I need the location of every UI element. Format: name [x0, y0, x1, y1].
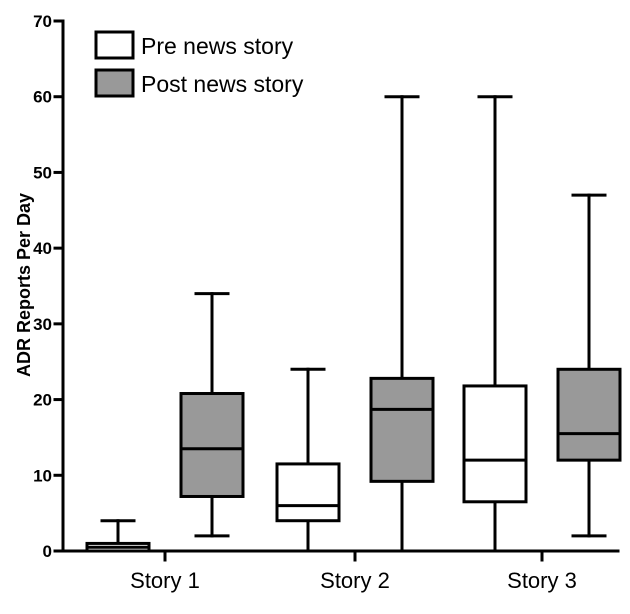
x-tick-label-0: Story 1 — [130, 568, 200, 593]
legend-item-post: Post news story — [94, 68, 304, 98]
box-post-story-3 — [556, 193, 622, 538]
y-tick-label-20: 20 — [33, 391, 52, 410]
legend-swatch — [94, 30, 135, 60]
legend-item-pre: Pre news story — [94, 30, 294, 60]
y-tick-label-60: 60 — [33, 88, 52, 107]
box-body — [462, 384, 528, 504]
y-tick-label-10: 10 — [33, 466, 52, 485]
box-post-story-1 — [179, 292, 245, 538]
y-tick-label-50: 50 — [33, 163, 52, 182]
x-tick-label-1: Story 2 — [320, 568, 390, 593]
y-tick-label-40: 40 — [33, 239, 52, 258]
box-body — [556, 367, 622, 462]
box-pre-story-2 — [275, 367, 341, 553]
box-body — [275, 462, 341, 523]
box-pre-story-1 — [85, 519, 151, 553]
legend-label: Pre news story — [141, 33, 294, 59]
y-tick-label-0: 0 — [43, 542, 52, 561]
legend-swatch — [94, 68, 135, 98]
box-post-story-2 — [369, 95, 435, 553]
x-tick-label-2: Story 3 — [507, 568, 577, 593]
legend-label: Post news story — [141, 71, 304, 97]
box-pre-story-3 — [462, 95, 528, 553]
box-body — [369, 376, 435, 483]
y-axis-title: ADR Reports Per Day — [14, 193, 34, 377]
y-tick-label-30: 30 — [33, 315, 52, 334]
box-body — [179, 392, 245, 498]
y-tick-label-70: 70 — [33, 12, 52, 31]
